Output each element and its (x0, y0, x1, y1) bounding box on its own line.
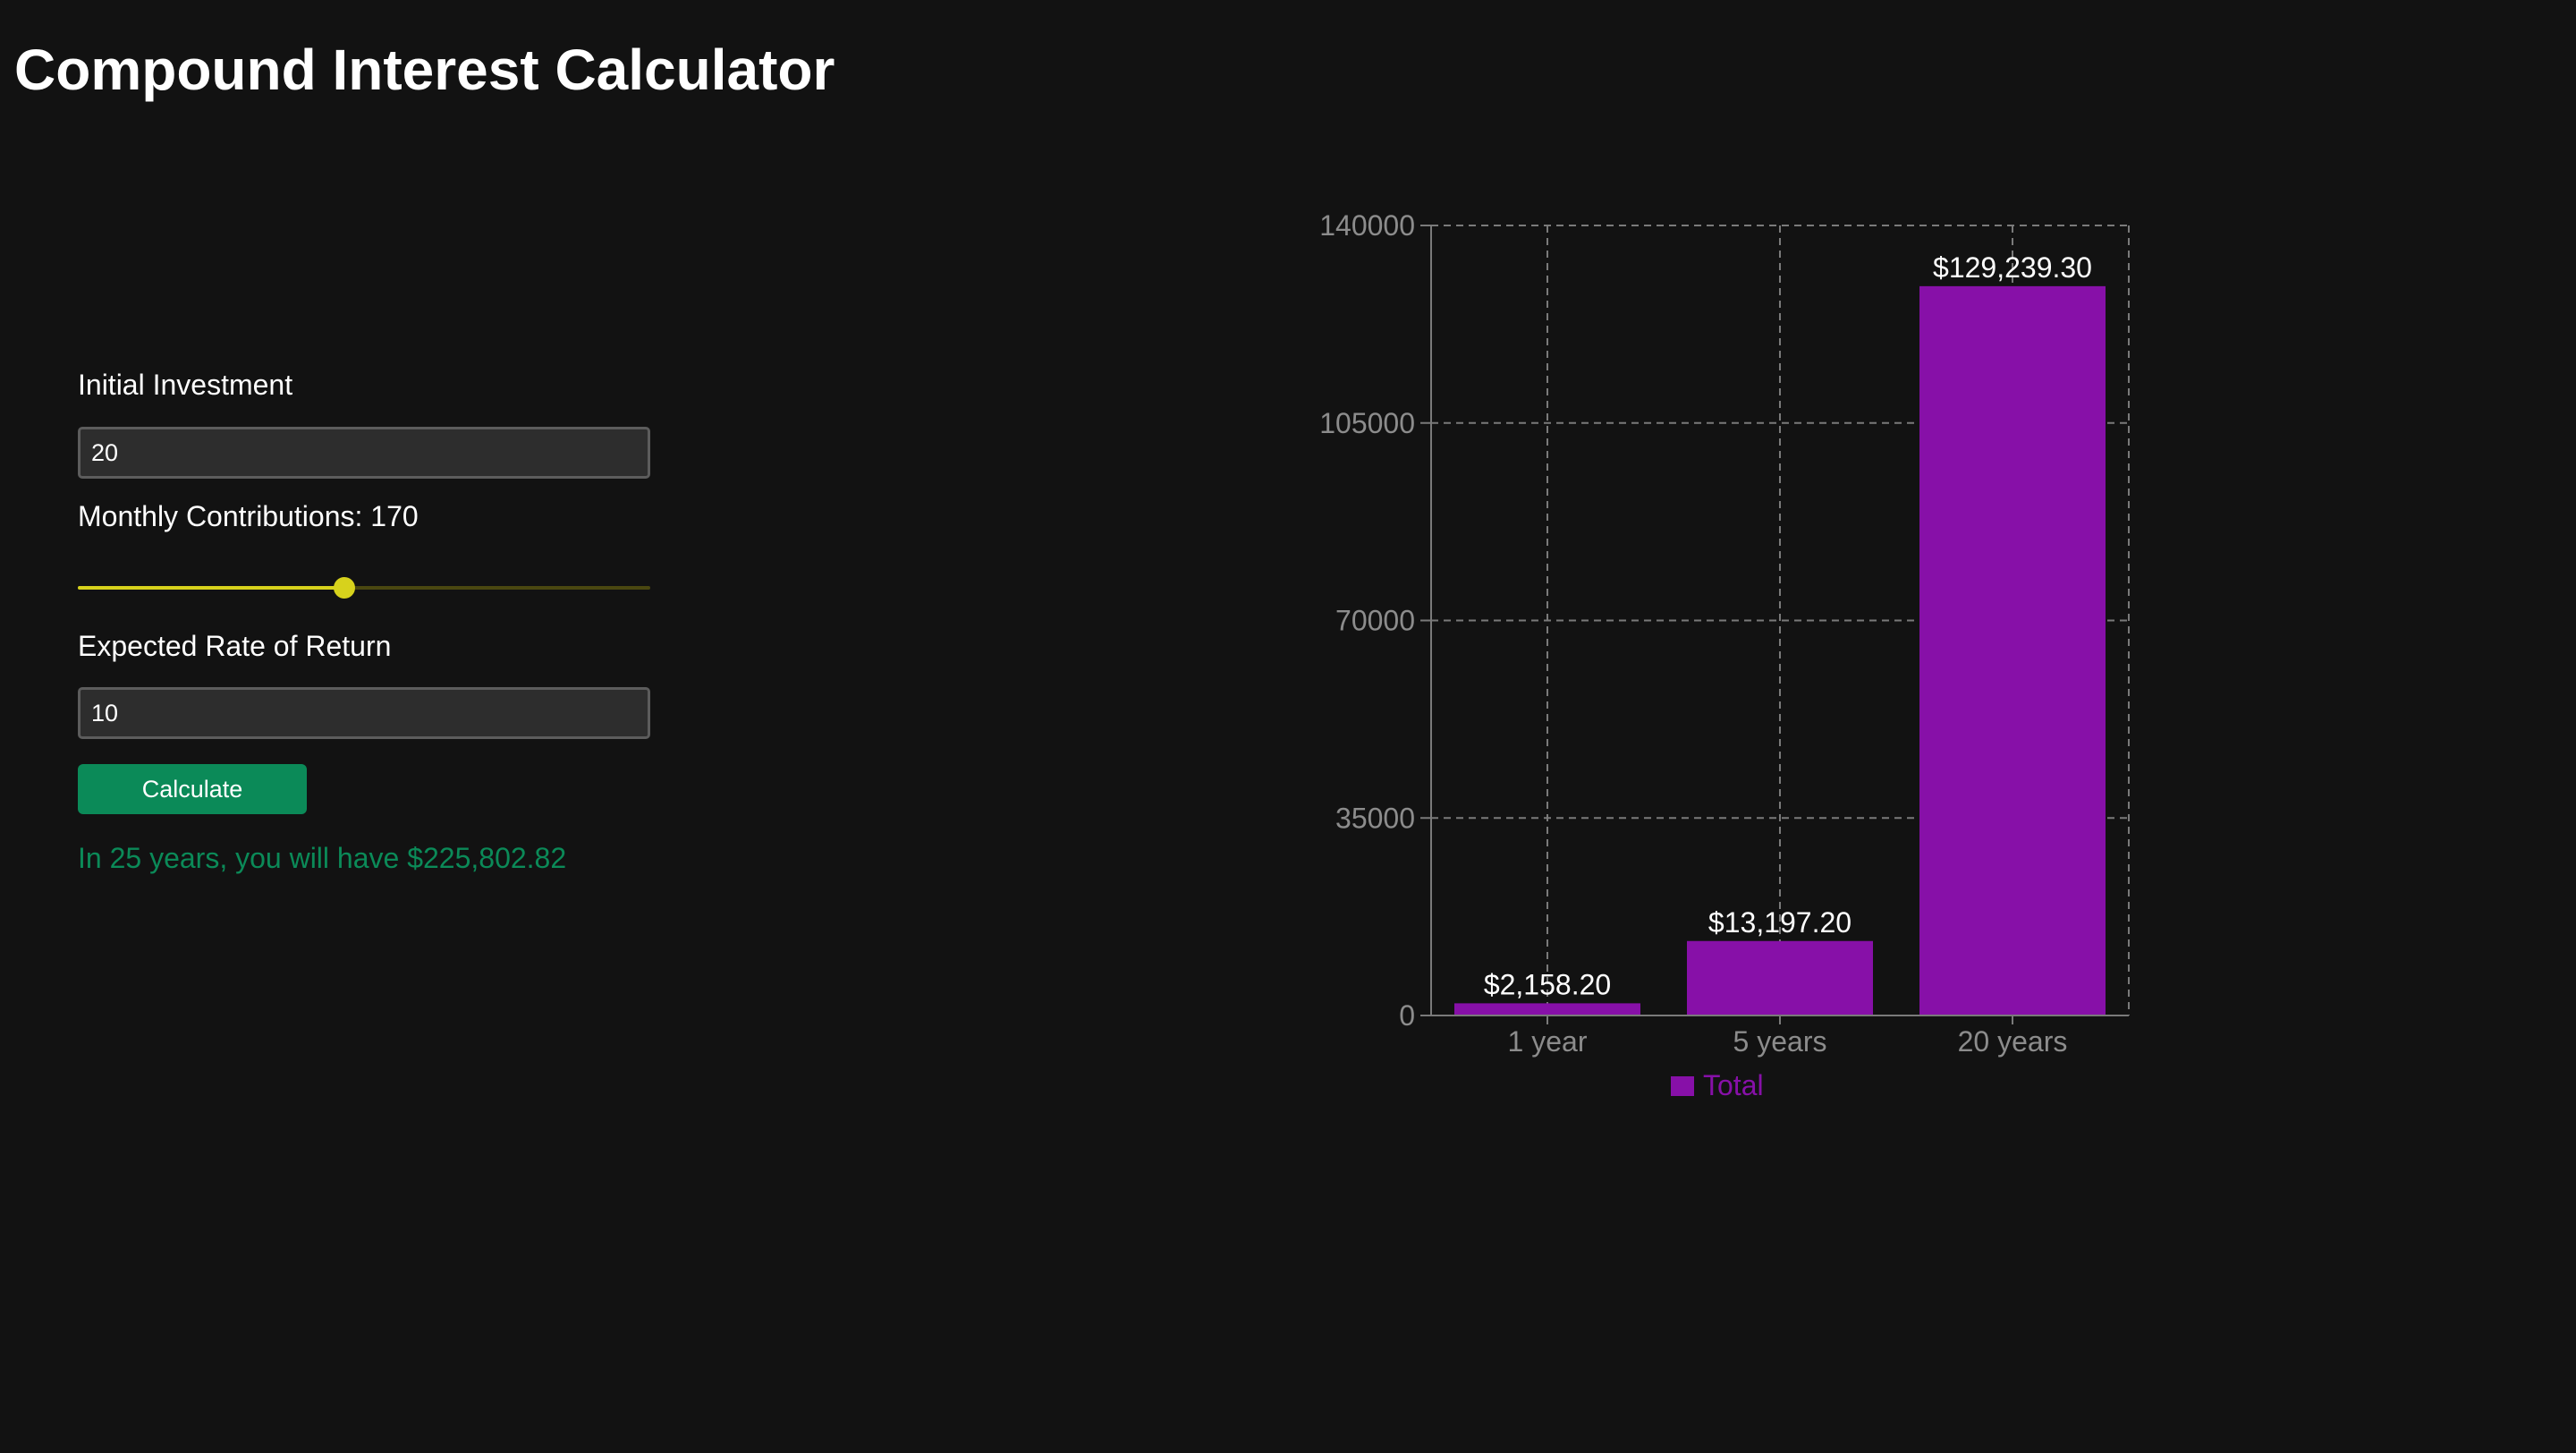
rate-of-return-label: Expected Rate of Return (78, 630, 392, 662)
bar-value-label: $2,158.20 (1484, 968, 1611, 1000)
result-text: In 25 years, you will have $225,802.82 (78, 842, 567, 874)
slider-thumb[interactable] (333, 577, 355, 599)
bar-chart-svg: 0 35000 70000 105000 140000 $2,158.20 $13,197.… (1319, 209, 2130, 1101)
bar-value-label: $13,197.20 (1708, 906, 1852, 939)
x-tick-label: 1 year (1508, 1025, 1588, 1058)
slider-fill (78, 586, 344, 590)
initial-investment-input[interactable] (78, 427, 650, 479)
legend-swatch (1671, 1076, 1694, 1096)
y-tick-label: 70000 (1335, 605, 1415, 637)
rate-of-return-input[interactable] (78, 687, 650, 739)
slider-track[interactable] (78, 586, 650, 590)
y-tick-label: 140000 (1319, 209, 1415, 242)
y-tick-label: 35000 (1335, 802, 1415, 834)
legend-label: Total (1703, 1069, 1764, 1101)
monthly-contributions-slider[interactable] (78, 574, 650, 601)
monthly-contributions-label: Monthly Contributions: 170 (78, 500, 419, 532)
calculate-button[interactable]: Calculate (78, 764, 307, 814)
x-tick-label: 20 years (1958, 1025, 2068, 1058)
bar (1687, 940, 1873, 1015)
bar (1454, 1003, 1640, 1015)
bar (1919, 285, 2106, 1015)
initial-investment-label: Initial Investment (78, 369, 293, 401)
bar-chart: 0 35000 70000 105000 140000 $2,158.20 $13,197.… (1288, 197, 2182, 1118)
page-title: Compound Interest Calculator (14, 38, 835, 102)
y-tick-label: 0 (1399, 999, 1415, 1032)
y-tick-label: 105000 (1319, 407, 1415, 439)
bar-value-label: $129,239.30 (1933, 251, 2092, 284)
x-tick-label: 5 years (1733, 1025, 1827, 1058)
